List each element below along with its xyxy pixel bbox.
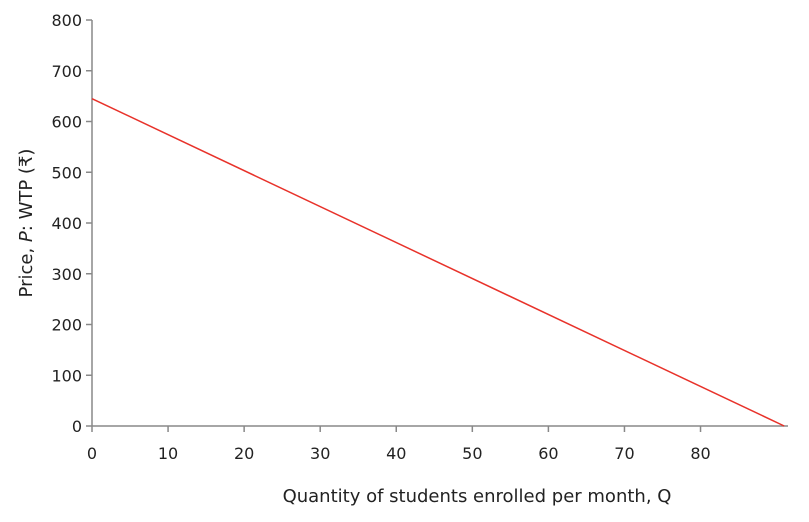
x-tick-label: 40 [386,444,406,463]
x-tick-label: 50 [462,444,482,463]
x-tick-label: 60 [538,444,558,463]
y-tick-label: 0 [72,417,82,436]
x-axis-label: Quantity of students enrolled per month,… [283,486,672,507]
y-tick-label: 200 [51,316,82,335]
y-tick-label: 500 [51,163,82,182]
x-tick-label: 10 [158,444,178,463]
y-tick-label: 700 [51,62,82,81]
y-tick-label: 300 [51,265,82,284]
x-tick-label: 80 [690,444,710,463]
y-tick-label: 800 [51,11,82,30]
y-tick-label: 400 [51,214,82,233]
x-tick-label: 30 [310,444,330,463]
y-tick-label: 100 [51,366,82,385]
y-tick-label: 600 [51,113,82,132]
x-tick-label: 70 [614,444,634,463]
demand-line [91,97,785,427]
y-axis-label: Price, P: WTP (₹) [16,149,37,298]
x-tick-label: 0 [87,444,97,463]
x-tick-label: 20 [234,444,254,463]
